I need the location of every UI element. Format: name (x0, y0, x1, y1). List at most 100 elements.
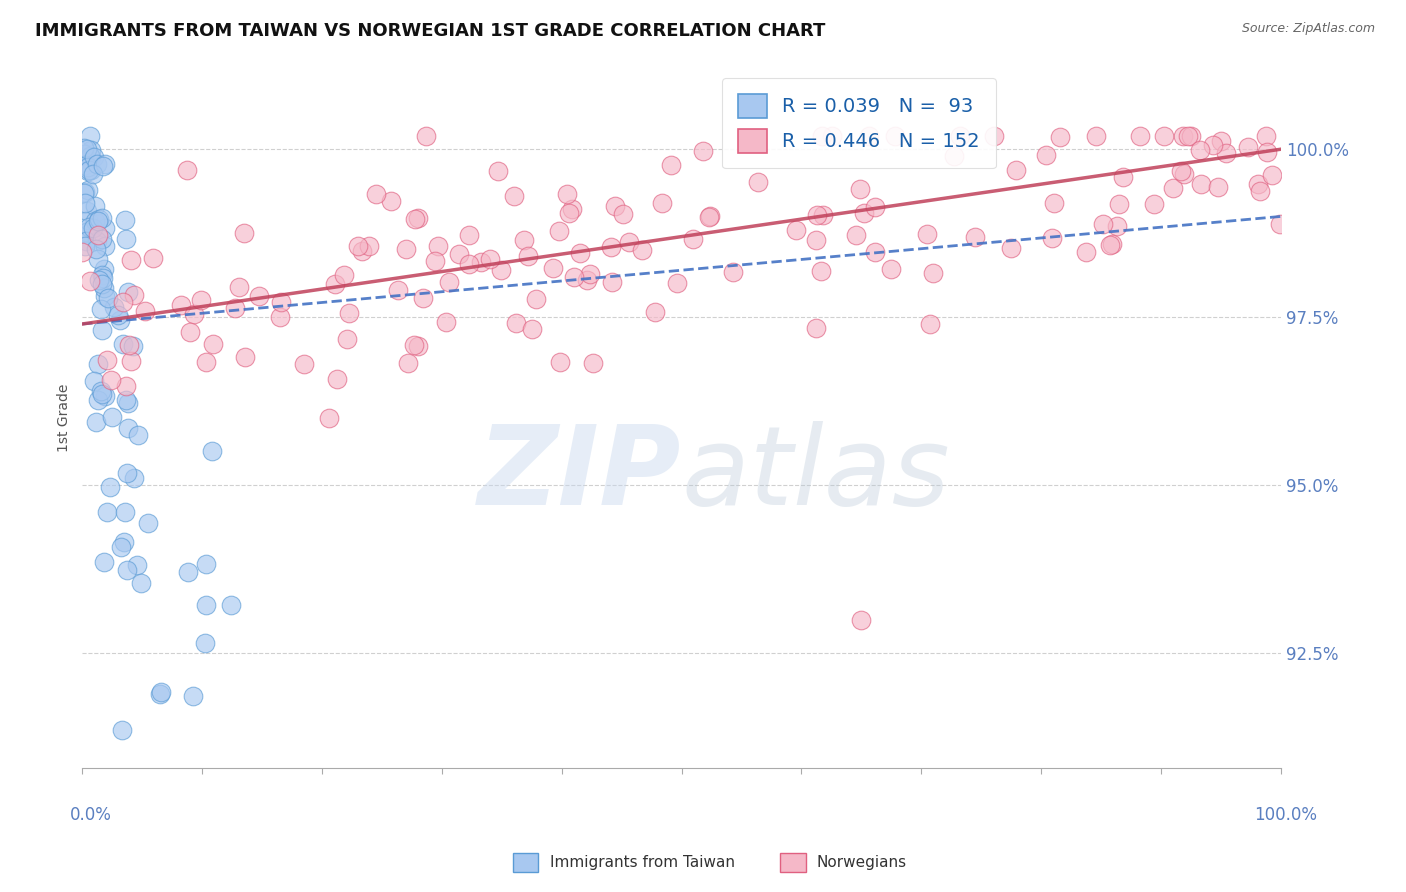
Point (75, 226, 97, 240)
Point (851, 613, 873, 627)
Point (505, 316, 527, 330)
Point (115, 466, 138, 480)
Point (75, 239, 97, 253)
Point (201, 444, 224, 458)
Point (179, 325, 201, 339)
Point (90, 277, 112, 291)
Point (318, 411, 340, 425)
Point (91, 159, 114, 173)
Point (1261, 169, 1284, 183)
Point (478, 252, 501, 267)
Point (395, 242, 418, 256)
Point (79, 149, 101, 163)
Point (87, 392, 110, 407)
Text: Source: ZipAtlas.com: Source: ZipAtlas.com (1241, 22, 1375, 36)
Point (387, 283, 409, 297)
Point (72, 147, 94, 161)
Point (1049, 130, 1071, 145)
Point (1107, 219, 1129, 233)
Point (83, 150, 105, 164)
Point (91, 271, 114, 285)
Point (269, 310, 291, 324)
Point (86, 357, 108, 371)
Point (631, 243, 654, 257)
Point (1268, 217, 1291, 231)
Point (114, 505, 136, 519)
Point (111, 295, 134, 310)
Point (94, 389, 117, 403)
Point (73, 154, 96, 169)
Point (90, 301, 112, 316)
Point (181, 689, 204, 703)
Point (1108, 196, 1130, 211)
Point (90, 268, 112, 283)
Text: Immigrants from Taiwan: Immigrants from Taiwan (550, 855, 735, 870)
Point (458, 227, 481, 242)
Point (1085, 128, 1108, 143)
Point (233, 351, 256, 365)
Text: 100.0%: 100.0% (1254, 806, 1317, 824)
Point (170, 298, 193, 312)
Point (520, 322, 543, 336)
Point (1189, 178, 1212, 192)
Point (1247, 177, 1270, 191)
Point (115, 232, 138, 246)
Point (112, 535, 135, 549)
Point (76, 203, 98, 218)
Point (77, 160, 100, 174)
Point (1202, 138, 1225, 153)
Point (100, 373, 122, 387)
Point (884, 128, 907, 143)
Point (569, 246, 592, 260)
Point (1180, 128, 1202, 143)
Point (103, 300, 125, 314)
Point (682, 232, 704, 246)
Point (138, 516, 160, 530)
Point (983, 128, 1005, 143)
Point (117, 285, 139, 299)
Point (84, 242, 107, 256)
Point (562, 270, 585, 285)
Point (804, 321, 827, 335)
Point (228, 280, 250, 294)
Point (600, 275, 623, 289)
Point (357, 239, 380, 253)
Point (1005, 163, 1028, 178)
Point (513, 234, 536, 248)
Point (75, 158, 97, 172)
Point (949, 128, 972, 143)
Point (114, 393, 136, 408)
Point (84, 416, 107, 430)
Point (644, 305, 666, 319)
Point (1143, 196, 1166, 211)
Point (1171, 128, 1194, 143)
Point (177, 565, 200, 579)
Point (101, 410, 124, 425)
Point (406, 339, 429, 353)
Point (93, 238, 115, 252)
Point (73, 185, 96, 199)
Point (111, 723, 134, 738)
Point (1211, 134, 1233, 148)
Point (93, 262, 115, 277)
Point (491, 262, 513, 277)
Point (82, 220, 104, 235)
Point (79, 143, 101, 157)
Point (115, 563, 138, 577)
Point (86, 213, 108, 227)
Point (437, 275, 460, 289)
Point (1236, 140, 1258, 154)
Point (194, 598, 217, 612)
Point (1092, 217, 1115, 231)
Point (1170, 164, 1192, 178)
Point (1256, 145, 1278, 160)
Point (149, 687, 172, 701)
Point (336, 332, 359, 346)
Point (129, 576, 152, 591)
Point (84, 213, 107, 227)
Point (202, 336, 225, 351)
Point (82, 167, 104, 181)
Point (127, 558, 149, 573)
Point (122, 339, 145, 353)
Point (434, 315, 457, 329)
